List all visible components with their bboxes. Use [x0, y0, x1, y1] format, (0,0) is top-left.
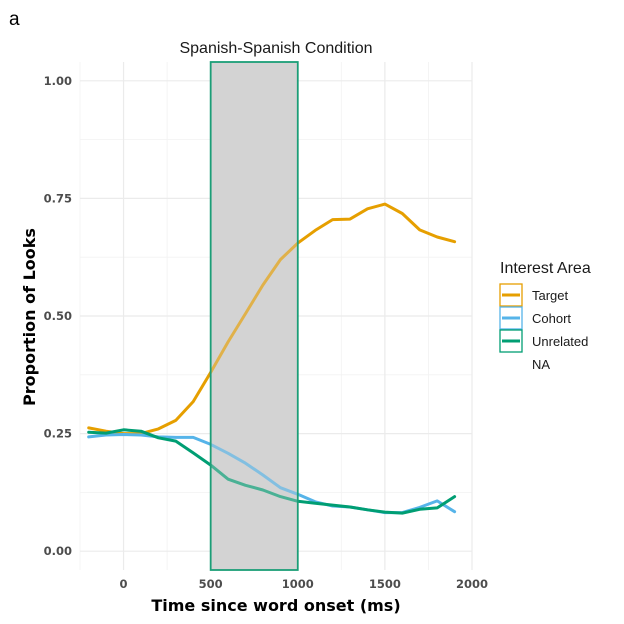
y-tick-label: 1.00	[44, 74, 72, 88]
series-layer	[87, 62, 457, 570]
panel-letter: a	[9, 9, 20, 30]
tick-labels: 0 500 1000 1500 2000 0.00 0.25 0.50 0.75 1.00	[44, 74, 488, 591]
y-axis-title: Proportion of Looks	[20, 228, 39, 406]
shaded-region-border-layer	[209, 61, 299, 571]
legend-title: Interest Area	[500, 260, 591, 277]
legend-label: Target	[532, 288, 569, 303]
y-tick-label: 0.00	[44, 544, 72, 558]
x-tick-label: 2000	[456, 577, 488, 591]
x-axis-title: Time since word onset (ms)	[151, 596, 400, 615]
x-tick-label: 0	[120, 577, 128, 591]
y-tick-label: 0.75	[44, 191, 72, 205]
chart-title: Spanish-Spanish Condition	[179, 40, 372, 57]
legend: Interest Area Target Cohort Unrelated NA	[499, 260, 591, 372]
shaded-region-border	[209, 61, 299, 571]
y-tick-label: 0.25	[44, 427, 72, 441]
y-tick-label: 0.50	[44, 309, 72, 323]
legend-label: Cohort	[532, 311, 571, 326]
x-tick-label: 1500	[369, 577, 401, 591]
series-line-unrelated	[87, 428, 457, 515]
legend-label: Unrelated	[532, 334, 588, 349]
legend-label: NA	[532, 357, 550, 372]
shaded-region	[210, 62, 298, 570]
x-tick-label: 500	[199, 577, 223, 591]
x-tick-label: 1000	[282, 577, 314, 591]
shaded-region-overlay	[210, 62, 298, 570]
shaded-region-layer	[210, 62, 298, 570]
series-line-target	[87, 202, 457, 436]
